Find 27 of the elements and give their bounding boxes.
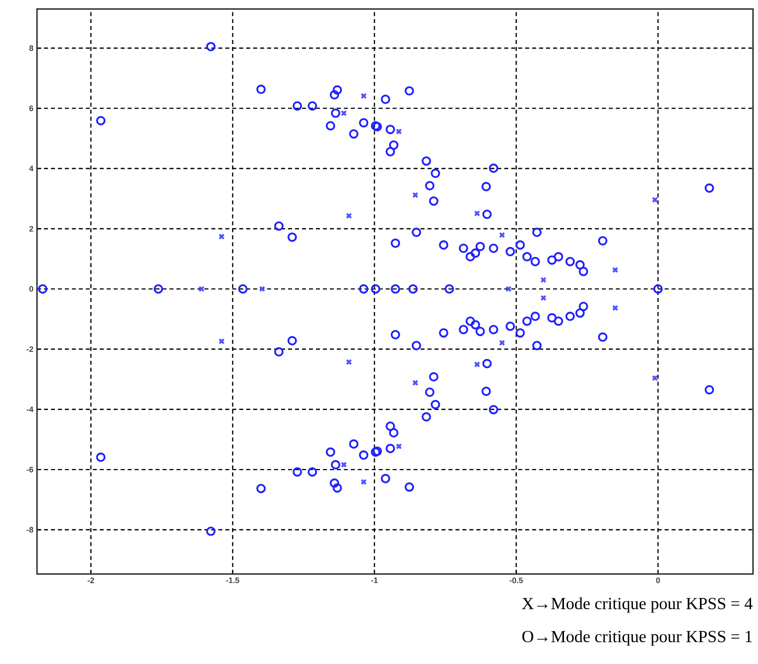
text: X→Mode critique pour KPSS = 4 bbox=[522, 597, 753, 613]
point bbox=[340, 110, 347, 116]
point bbox=[540, 294, 547, 302]
point bbox=[505, 286, 512, 292]
point bbox=[259, 286, 266, 292]
point bbox=[340, 462, 347, 468]
point bbox=[360, 478, 367, 486]
point bbox=[474, 210, 480, 216]
point bbox=[474, 361, 480, 368]
point bbox=[360, 92, 367, 100]
point bbox=[412, 380, 418, 386]
point bbox=[652, 374, 658, 382]
point bbox=[346, 212, 352, 219]
point bbox=[218, 338, 225, 344]
point bbox=[396, 443, 402, 450]
point bbox=[540, 276, 547, 284]
point bbox=[498, 232, 506, 238]
text: O→Mode critique pour KPSS = 1 bbox=[522, 630, 752, 646]
point bbox=[198, 286, 205, 292]
point bbox=[612, 266, 618, 274]
point bbox=[346, 358, 352, 366]
point bbox=[498, 340, 506, 346]
point bbox=[218, 233, 225, 240]
point bbox=[396, 128, 402, 135]
point bbox=[412, 192, 418, 198]
point bbox=[612, 304, 618, 312]
point bbox=[652, 196, 658, 203]
